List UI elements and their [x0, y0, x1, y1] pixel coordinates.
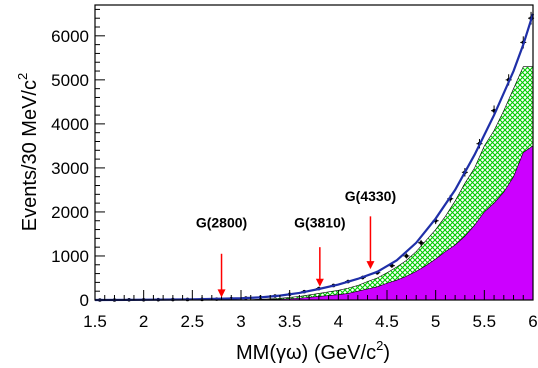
- annotation-arrow: [217, 253, 226, 298]
- annotation-arrow: [315, 247, 324, 287]
- data-point: [403, 253, 410, 259]
- x-tick-label: 3.5: [278, 312, 302, 331]
- x-tick-label: 4: [334, 312, 343, 331]
- x-tick-label: 2: [139, 312, 148, 331]
- axes: 1.5 2 2.5 3 3.5 4 4.5 5 5.5 6 0 1000 2000 3000 4000 500…: [51, 4, 538, 331]
- x-tick-label: 1.5: [83, 312, 107, 331]
- x-tick-label: 4.5: [375, 312, 399, 331]
- y-tick-label: 0: [80, 291, 89, 310]
- y-tick-label: 5000: [51, 71, 89, 90]
- plot-area: [94, 11, 535, 302]
- y-tick-label: 6000: [51, 27, 89, 46]
- plot-frame: [94, 4, 534, 301]
- x-tick-label: 3: [236, 312, 245, 331]
- fit-curve: [94, 13, 535, 302]
- annotations: G(2800) G(3810)G(4330): [196, 188, 396, 298]
- x-axis-title: MM(γω) (GeV/c2): [236, 338, 390, 364]
- x-tick-label: 5: [431, 312, 440, 331]
- y-axis-title: Events/30 MeV/c2: [15, 73, 41, 231]
- y-tick-label: 1000: [51, 247, 89, 266]
- annotation-label: G(4330): [345, 188, 396, 204]
- annotation-label: G(3810): [294, 214, 345, 230]
- y-tick-label: 3000: [51, 159, 89, 178]
- x-tick-label: 5.5: [473, 312, 497, 331]
- annotation-label: G(2800): [196, 214, 247, 230]
- x-tick-label: 6: [528, 312, 537, 331]
- x-tick-label: 2.5: [181, 312, 205, 331]
- y-tick-label: 4000: [51, 115, 89, 134]
- annotation-arrow: [366, 216, 375, 270]
- y-tick-label: 2000: [51, 203, 89, 222]
- data-point: [418, 239, 425, 246]
